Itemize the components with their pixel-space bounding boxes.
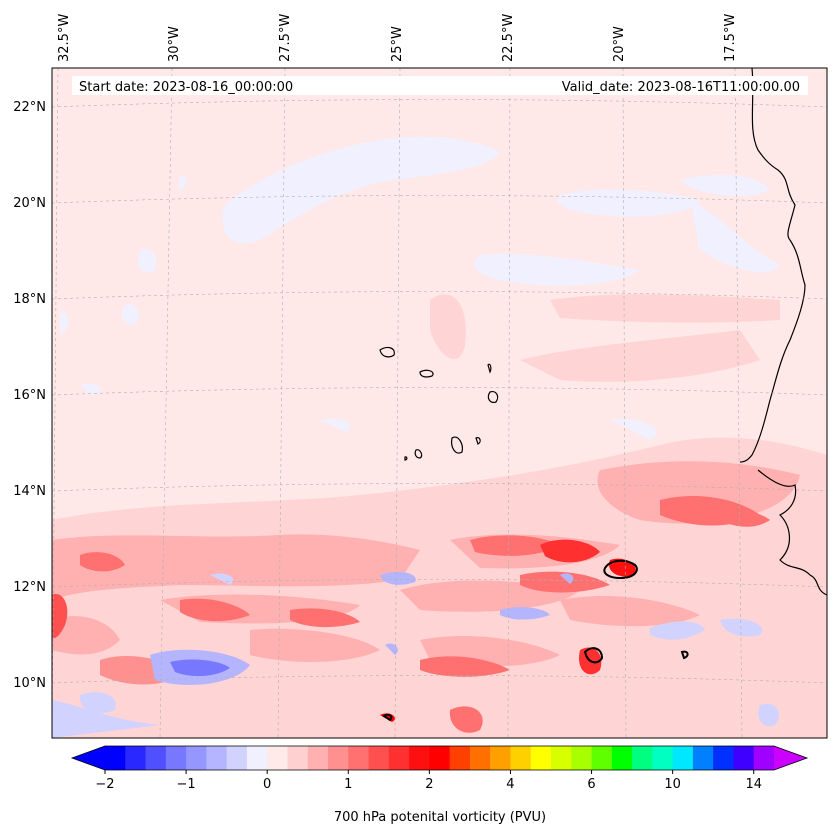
colorbar-cell xyxy=(388,746,410,770)
lat-label: 20°N xyxy=(13,196,46,211)
lat-label: 18°N xyxy=(13,292,46,307)
colorbar-cell xyxy=(510,746,532,770)
coastlines xyxy=(379,68,827,596)
colorbar-cell xyxy=(165,746,187,770)
lon-label: 25°W xyxy=(390,26,405,62)
colorbar-cell xyxy=(490,746,511,770)
colorbar-cell xyxy=(287,746,309,770)
colorbar-cell xyxy=(652,746,674,770)
colorbar-cell xyxy=(571,746,593,770)
info-band xyxy=(72,76,808,95)
colorbar-cell xyxy=(348,746,370,770)
lon-label: 30°W xyxy=(167,26,182,62)
lat-label: 16°N xyxy=(13,388,46,403)
colorbar-cell xyxy=(186,746,207,770)
colorbar-tick-label: 14 xyxy=(745,777,762,792)
lat-label: 14°N xyxy=(13,484,46,499)
colorbar-tick-label: 0 xyxy=(263,777,271,792)
lon-label: 20°W xyxy=(612,26,627,62)
colorbar-tick-label: 4 xyxy=(506,777,514,792)
lon-label: 32.5°W xyxy=(57,14,72,62)
colorbar-cell xyxy=(733,746,755,770)
negative-pv-patches xyxy=(52,571,780,738)
longitude-labels: 32.5°W 30°W 27.5°W 25°W 22.5°W 20°W 17.5… xyxy=(57,14,738,62)
colorbar-cell xyxy=(226,746,248,770)
colorbar-cell xyxy=(206,746,228,770)
lat-label: 12°N xyxy=(13,580,46,595)
colorbar: −2 −1 0 1 2 4 6 10 14 xyxy=(70,745,809,792)
colorbar-cell xyxy=(611,746,633,770)
colorbar-tick-label: 6 xyxy=(587,777,595,792)
map-frame xyxy=(51,67,828,739)
colorbar-cell xyxy=(246,746,268,770)
colorbar-cell xyxy=(753,746,775,770)
colorbar-tick-label: 1 xyxy=(344,777,352,792)
colorbar-cell xyxy=(713,746,734,770)
colorbar-cell xyxy=(409,746,430,770)
colorbar-cell xyxy=(328,746,349,770)
colorbar-over-arrow xyxy=(774,746,807,770)
colorbar-cell xyxy=(551,746,572,770)
colorbar-tick-label: −1 xyxy=(177,777,196,792)
colorbar-tick-label: −2 xyxy=(95,777,114,792)
colorbar-ticks: −2 −1 0 1 2 4 6 10 14 xyxy=(95,770,762,792)
colorbar-cell xyxy=(692,746,714,770)
lon-label: 17.5°W xyxy=(723,14,738,62)
colorbar-under-arrow xyxy=(72,746,105,770)
colorbar-cell xyxy=(145,746,167,770)
lon-label: 22.5°W xyxy=(501,14,516,62)
negative-pv-areas xyxy=(60,136,780,440)
colorbar-cell xyxy=(591,746,613,770)
colorbar-frame xyxy=(70,745,809,771)
colorbar-cell xyxy=(429,746,451,770)
lon-label: 27.5°W xyxy=(278,14,293,62)
colorbar-cell xyxy=(307,746,329,770)
colorbar-cells xyxy=(105,746,775,770)
colorbar-cell xyxy=(105,746,126,770)
colorbar-cell xyxy=(632,746,653,770)
colorbar-cell xyxy=(672,746,694,770)
gridlines xyxy=(52,68,827,738)
colorbar-cell xyxy=(368,746,390,770)
colorbar-cell xyxy=(469,746,491,770)
lat-label: 22°N xyxy=(13,100,46,115)
colorbar-tick-label: 2 xyxy=(425,777,433,792)
pv-field xyxy=(52,68,827,738)
pv-2-contours xyxy=(382,559,689,722)
start-date-label: Start date: 2023-08-16_00:00:00 xyxy=(79,80,293,95)
colorbar-cell xyxy=(449,746,471,770)
colorbar-tick-label: 10 xyxy=(664,777,681,792)
latitude-labels: 22°N 20°N 18°N 16°N 14°N 12°N 10°N xyxy=(13,100,46,691)
colorbar-cell xyxy=(267,746,288,770)
valid-date-label: Valid_date: 2023-08-16T11:00:00.00 xyxy=(562,80,800,95)
colorbar-cell xyxy=(125,746,147,770)
colorbar-cell xyxy=(530,746,552,770)
lat-label: 10°N xyxy=(13,676,46,691)
colorbar-label: 700 hPa potenital vorticity (PVU) xyxy=(334,810,546,825)
